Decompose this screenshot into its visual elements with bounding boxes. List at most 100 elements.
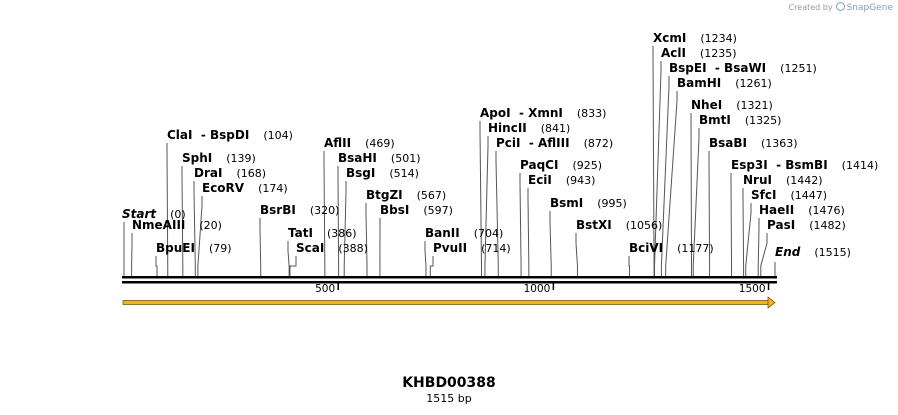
site-position: (1235)	[700, 47, 737, 60]
site-haeii[interactable]: HaeII (1476)	[759, 203, 845, 217]
site-bamhi[interactable]: BamHI (1261)	[677, 76, 772, 90]
site-name: ClaI - BspDI	[167, 128, 249, 142]
site-pvuii[interactable]: PvuII (714)	[433, 241, 511, 255]
site-scai[interactable]: ScaI (388)	[296, 241, 368, 255]
ruler-label-1500: 1500	[739, 283, 766, 295]
leader-bstxi	[575, 233, 578, 277]
site-name: BtgZI	[366, 188, 403, 202]
leader-nrui	[742, 188, 745, 277]
site-name: XcmI	[653, 31, 686, 45]
site-banii[interactable]: BanII (704)	[425, 226, 503, 240]
site-position: (1363)	[761, 137, 798, 150]
site-drai[interactable]: DraI (168)	[194, 166, 266, 180]
site-hincii[interactable]: HincII (841)	[488, 121, 570, 135]
start-position: (0)	[170, 208, 186, 221]
site-position: (168)	[236, 167, 266, 180]
leader-apoi-xmni	[479, 121, 482, 277]
leader-bsahi	[337, 166, 340, 277]
site-name: NmeAIII	[132, 218, 185, 232]
site-name: BamHI	[677, 76, 721, 90]
feature-arrow-body[interactable]	[122, 300, 770, 305]
site-name: BspEI - BsaWI	[669, 61, 766, 75]
leader-pvuii	[429, 256, 434, 277]
credit-prefix: Created by	[788, 3, 833, 12]
leader-bsabi	[708, 151, 711, 277]
site-position: (704)	[474, 227, 504, 240]
site-bsahi[interactable]: BsaHI (501)	[338, 151, 421, 165]
site-position: (79)	[209, 242, 232, 255]
site-position: (1447)	[790, 189, 827, 202]
site-bsrbi[interactable]: BsrBI (320)	[260, 203, 339, 217]
site-ecorv[interactable]: EcoRV (174)	[202, 181, 288, 195]
site-position: (1251)	[780, 62, 817, 75]
site-position: (1414)	[842, 159, 879, 172]
site-position: (925)	[572, 159, 602, 172]
site-name: ScaI	[296, 241, 324, 255]
site-name: BmtI	[699, 113, 731, 127]
leader-bmti	[692, 128, 700, 277]
site-pasi[interactable]: PasI (1482)	[767, 218, 846, 232]
site-position: (995)	[597, 197, 627, 210]
site-sfci[interactable]: SfcI (1447)	[751, 188, 827, 202]
site-paqci[interactable]: PaqCI (925)	[520, 158, 602, 172]
site-bpuei[interactable]: BpuEI (79)	[156, 241, 232, 255]
site-position: (1325)	[745, 114, 782, 127]
site-bsmi[interactable]: BsmI (995)	[550, 196, 627, 210]
site-position: (1261)	[735, 77, 772, 90]
site-position: (1177)	[677, 242, 714, 255]
site-position: (139)	[226, 152, 256, 165]
sequence-length: 1515 bp	[426, 392, 472, 405]
site-position: (597)	[423, 204, 453, 217]
site-ecii[interactable]: EciI (943)	[528, 173, 595, 187]
leader-bspei-bsawi	[660, 76, 670, 277]
site-esp3i-bsmbi[interactable]: Esp3I - BsmBI (1414)	[731, 158, 878, 172]
site-leaders	[131, 46, 768, 277]
site-bcivi[interactable]: BciVI (1177)	[629, 241, 714, 255]
site-position: (1442)	[786, 174, 823, 187]
site-name: DraI	[194, 166, 222, 180]
site-apoi-xmni[interactable]: ApoI - XmnI (833)	[480, 106, 606, 120]
site-name: Esp3I - BsmBI	[731, 158, 828, 172]
site-bspei-bsawi[interactable]: BspEI - BsaWI (1251)	[669, 61, 817, 75]
site-bsabi[interactable]: BsaBI (1363)	[709, 136, 798, 150]
site-tati[interactable]: TatI (386)	[288, 226, 357, 240]
site-name: PasI	[767, 218, 795, 232]
site-position: (386)	[327, 227, 357, 240]
leader-pasi	[760, 233, 768, 277]
feature-arrow-head[interactable]	[767, 296, 776, 309]
site-acli[interactable]: AclI (1235)	[661, 46, 737, 60]
site-position: (514)	[389, 167, 419, 180]
site-bmti[interactable]: BmtI (1325)	[699, 113, 781, 127]
site-position: (20)	[199, 219, 222, 232]
site-nrui[interactable]: NruI (1442)	[743, 173, 823, 187]
site-bbsi[interactable]: BbsI (597)	[380, 203, 453, 217]
site-name: ApoI - XmnI	[480, 106, 563, 120]
site-pcii-afliii[interactable]: PciI - AflIII (872)	[496, 136, 613, 150]
site-bsgi[interactable]: BsgI (514)	[346, 166, 419, 180]
site-name: HaeII	[759, 203, 794, 217]
site-name: PaqCI	[520, 158, 558, 172]
site-sphi[interactable]: SphI (139)	[182, 151, 256, 165]
leader-bcivi	[628, 256, 631, 277]
leader-bpuei	[155, 256, 158, 277]
site-name: SfcI	[751, 188, 776, 202]
site-name: TatI	[288, 226, 313, 240]
site-position: (501)	[391, 152, 421, 165]
site-position: (1056)	[626, 219, 663, 232]
site-btgzi[interactable]: BtgZI (567)	[366, 188, 446, 202]
site-nhei[interactable]: NheI (1321)	[691, 98, 773, 112]
credit-brand: SnapGene	[846, 3, 893, 13]
leader-pcii-afliii	[495, 151, 499, 277]
leader-nhei	[690, 113, 693, 277]
site-bstxi[interactable]: BstXI (1056)	[576, 218, 662, 232]
site-aflii[interactable]: AflII (469)	[324, 136, 395, 150]
site-xcmi[interactable]: XcmI (1234)	[653, 31, 737, 45]
site-nmeaiii[interactable]: NmeAIII (20)	[132, 218, 222, 232]
site-clai-bspdi[interactable]: ClaI - BspDI (104)	[167, 128, 293, 142]
site-name: BsrBI	[260, 203, 296, 217]
sequence-name: KHBD00388	[402, 375, 496, 391]
site-position: (174)	[258, 182, 288, 195]
site-position: (567)	[417, 189, 447, 202]
site-position: (104)	[263, 129, 293, 142]
